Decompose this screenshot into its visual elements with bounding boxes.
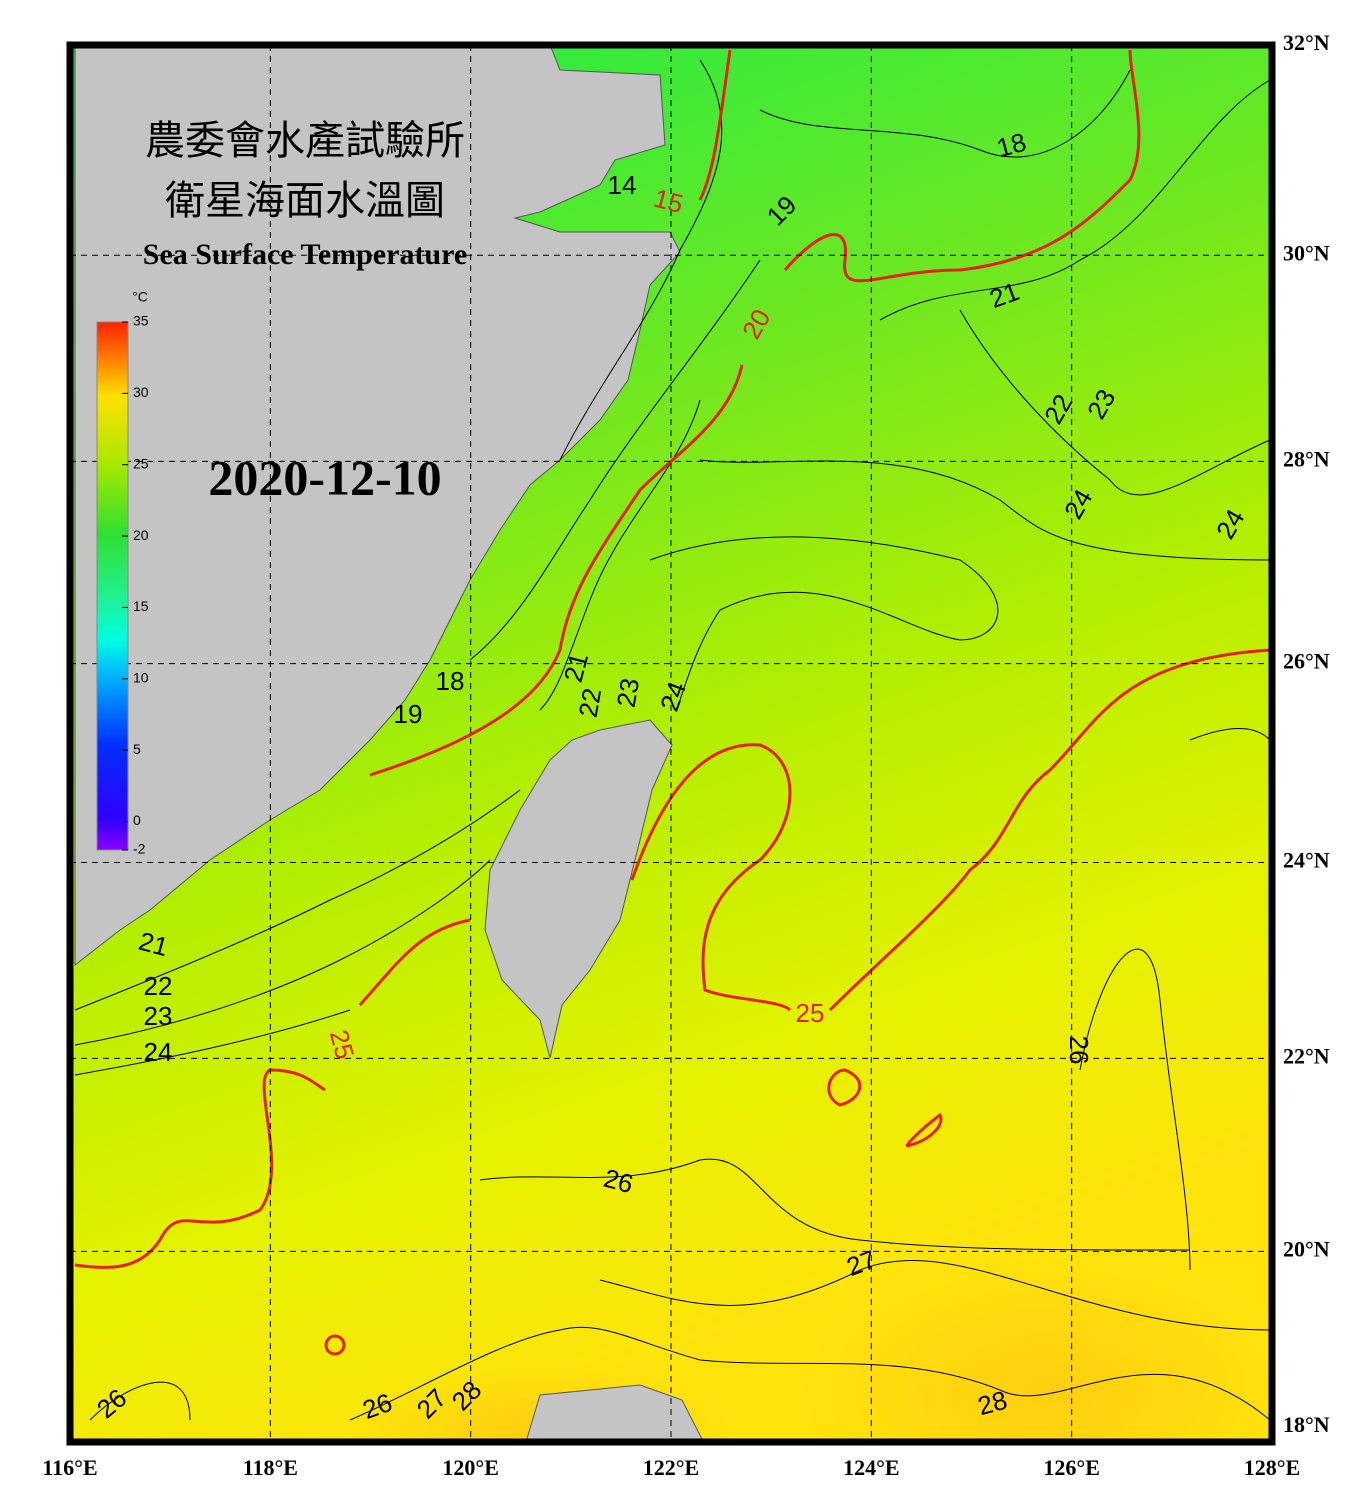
x-tick-label: 118°E xyxy=(243,1455,298,1480)
y-tick-label: 24°N xyxy=(1283,848,1330,873)
y-tick-label: 26°N xyxy=(1283,649,1330,674)
x-tick-label: 126°E xyxy=(1043,1455,1099,1480)
colorbar-tick-label: 10 xyxy=(133,669,149,685)
contour-label: 22 xyxy=(144,971,173,1001)
contour-label: 18 xyxy=(436,666,465,696)
colorbar xyxy=(96,321,129,851)
contour-label: 23 xyxy=(611,676,646,710)
contour-label: 14 xyxy=(608,170,637,200)
colorbar-tick-label: 20 xyxy=(133,527,149,543)
colorbar-tick-label: -2 xyxy=(133,841,146,857)
date: 2020-12-10 xyxy=(208,449,441,505)
colorbar-unit: °C xyxy=(132,289,148,305)
contour-label: 26 xyxy=(1064,1036,1094,1065)
colorbar-tick-label: 25 xyxy=(133,455,149,471)
y-tick-label: 32°N xyxy=(1283,30,1330,55)
luzon xyxy=(525,1384,705,1442)
warm-area xyxy=(790,1250,1272,1442)
y-tick-label: 28°N xyxy=(1283,446,1330,471)
x-tick-label: 124°E xyxy=(843,1455,899,1480)
y-tick-label: 20°N xyxy=(1283,1236,1330,1261)
isotherms-major xyxy=(74,49,1271,1356)
x-tick-label: 116°E xyxy=(42,1455,97,1480)
y-tick-label: 18°N xyxy=(1283,1412,1330,1437)
subtitle-zh: 衛星海面水溫圖 xyxy=(165,178,445,223)
contour-label: 24 xyxy=(144,1037,173,1067)
contour-label: 19 xyxy=(394,699,423,729)
y-tick-label: 22°N xyxy=(1283,1043,1330,1068)
x-tick-label: 120°E xyxy=(442,1455,498,1480)
colorbar-tick-label: 30 xyxy=(133,384,149,400)
contour-label: 25 xyxy=(796,998,825,1028)
colorbar-tick-label: 0 xyxy=(133,812,141,828)
contour-label: 23 xyxy=(144,1001,173,1031)
x-tick-label: 122°E xyxy=(643,1455,699,1480)
colorbar-tick-label: 35 xyxy=(133,313,149,329)
labels: 116°E 118°E 120°E 122°E 124°E 126°E 128°E 32°N 3… xyxy=(42,30,1329,1480)
colorbar-tick-label: 5 xyxy=(133,741,141,757)
map-frame xyxy=(66,41,1276,1446)
colorbar-tick-label: 15 xyxy=(133,598,149,614)
title-en: Sea Surface Temperature xyxy=(143,238,467,271)
y-tick-label: 30°N xyxy=(1283,240,1330,265)
title-zh: 農委會水產試驗所 xyxy=(145,118,465,163)
x-tick-label: 128°E xyxy=(1244,1455,1300,1480)
contour-label: 22 xyxy=(573,686,608,720)
taiwan xyxy=(484,719,673,1059)
